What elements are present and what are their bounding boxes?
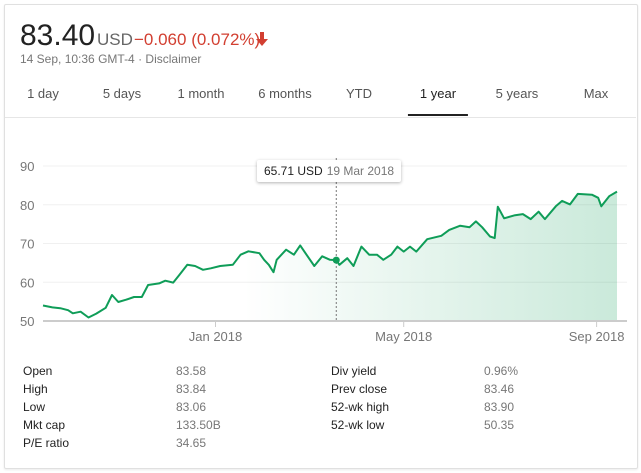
x-tick-label: May 2018 [375,329,432,344]
tab-1-day[interactable]: 1 day [27,86,59,101]
y-tick-label: 50 [20,314,34,329]
tab-1-year[interactable]: 1 year [407,86,469,116]
stat-label: P/E ratio [23,436,70,450]
divider [5,117,636,118]
timestamp: 14 Sep, 10:36 GMT-4 · Disclaimer [20,52,201,66]
price-change: −0.060 (0.072%) [134,30,261,49]
arrow-down-icon [256,32,268,46]
y-tick-label: 80 [20,198,34,213]
stat-label: Prev close [331,382,388,396]
stat-value: 133.50B [176,418,221,432]
stat-label: 52-wk low [331,418,385,432]
x-tick-label: Sep 2018 [569,329,625,344]
tooltip-date: 19 Mar 2018 [326,164,395,178]
stat-label: 52-wk high [331,400,390,414]
stat-value: 34.65 [176,436,207,450]
tab-ytd[interactable]: YTD [346,86,372,101]
y-tick-label: 60 [20,275,34,290]
stat-label: Low [23,400,46,414]
area-fill [43,191,617,321]
stat-label: High [23,382,48,396]
tab-5-years[interactable]: 5 years [495,86,539,101]
tab-1-month[interactable]: 1 month [177,86,225,101]
current-price: 83.40 [20,19,96,52]
stat-value: 83.84 [176,382,207,396]
stat-value: 83.90 [484,400,515,414]
tab-5-days[interactable]: 5 days [102,86,142,101]
y-tick-label: 70 [20,237,34,252]
stat-value: 83.58 [176,364,207,378]
highlight-point [332,256,340,264]
tooltip-value: 65.71 USD [264,164,323,178]
stock-card [4,4,638,469]
stat-value: 83.06 [176,400,207,414]
price-line [42,190,618,319]
tab-max[interactable]: Max [583,86,609,101]
stat-value: 83.46 [484,382,515,396]
disclaimer-link[interactable]: Disclaimer [145,52,202,66]
chart-tooltip: 65.71 USD 19 Mar 2018 [257,160,402,182]
stat-value: 50.35 [484,418,515,432]
y-tick-label: 90 [20,159,34,174]
range-tabs: 1 day 5 days 1 month 6 months YTD 1 year… [0,86,641,118]
currency: USD [97,30,133,49]
stat-label: Open [23,364,53,378]
stat-label: Div yield [331,364,377,378]
price-chart[interactable]: 50 60 70 80 90 Jan 2018 May 2018 Sep 2018 [0,140,641,350]
stat-value: 0.96% [484,364,519,378]
tab-6-months[interactable]: 6 months [258,86,312,101]
timestamp-text: 14 Sep, 10:36 GMT-4 · [20,52,146,66]
x-tick-label: Jan 2018 [189,329,243,344]
stat-label: Mkt cap [23,418,66,432]
